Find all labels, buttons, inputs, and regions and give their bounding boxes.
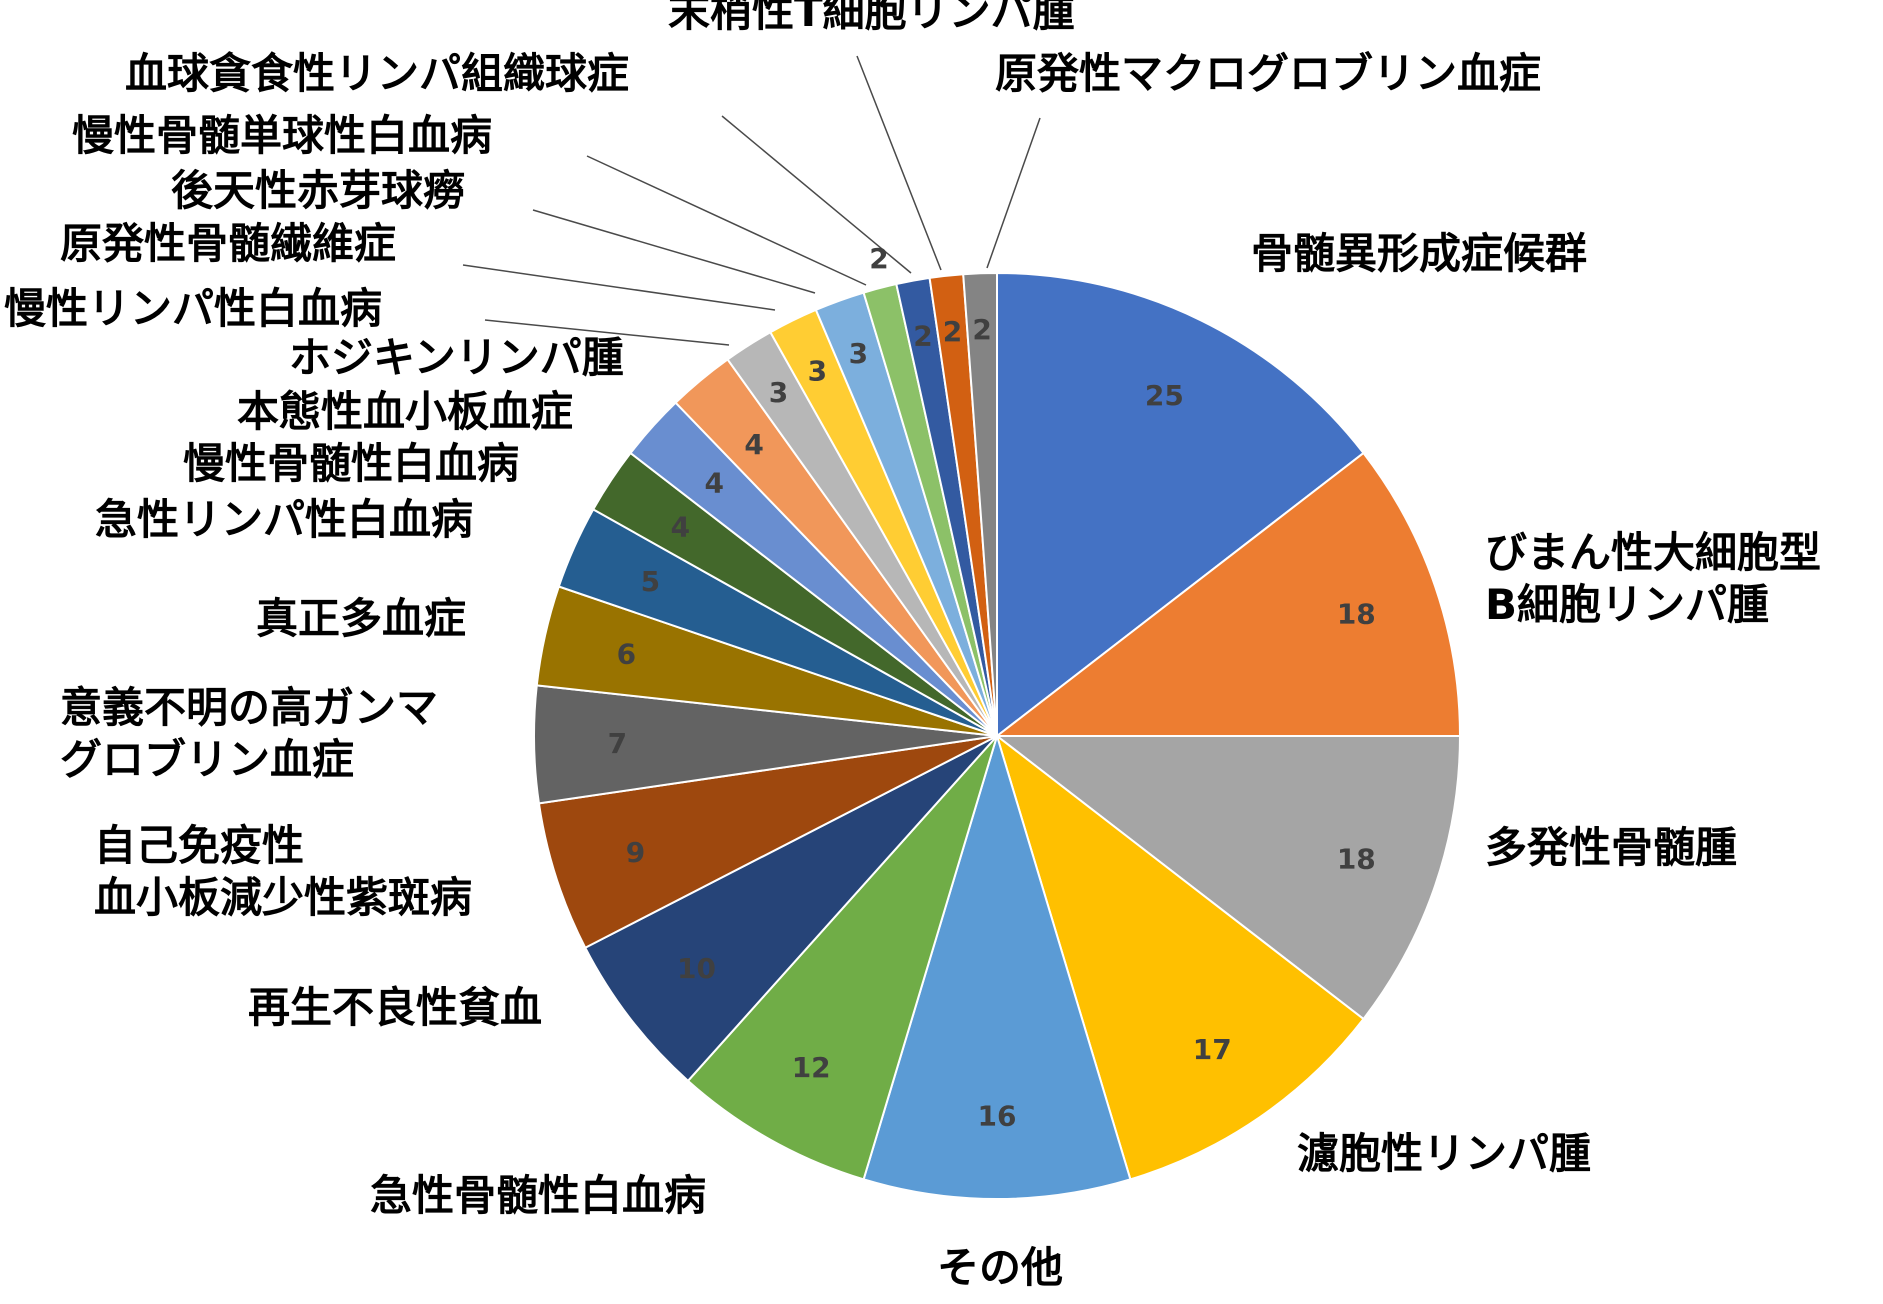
leader-line [586, 155, 867, 286]
leader-line [721, 115, 912, 274]
pie-slice [862, 732, 1132, 1201]
slice-value-label: 3 [769, 376, 788, 409]
pie-slice [995, 733, 1365, 1181]
slice-value-label: 2 [943, 315, 962, 348]
slice-value-label: 5 [641, 565, 660, 598]
slice-category-label: 本態性血小板血症 [237, 387, 573, 436]
slice-value-label: 3 [849, 337, 868, 370]
slice-category-label: 多発性骨髄腫 [1485, 823, 1737, 872]
slice-category-label: 後天性赤芽球癆 [171, 166, 465, 215]
pie-slice [994, 735, 1462, 1021]
slice-value-label: 16 [978, 1100, 1017, 1133]
pie-slice [583, 735, 998, 1083]
slice-value-label: 4 [744, 428, 763, 461]
pie-slice [686, 735, 998, 1181]
slice-value-label: 4 [671, 511, 690, 544]
slice-value-label: 6 [617, 637, 636, 670]
pie-slice [996, 271, 1365, 739]
leader-line [856, 55, 942, 271]
slice-category-label: 血球貪食性リンパ組織球症 [125, 49, 629, 98]
slice-value-label: 18 [1337, 597, 1376, 630]
pie-slice [537, 735, 998, 950]
slice-category-label: ホジキンリンパ腫 [289, 333, 624, 382]
slice-category-label: 真正多血症 [256, 594, 466, 643]
slice-value-label: 17 [1193, 1033, 1232, 1066]
slice-category-label: 末梢性T細胞リンパ腫 [668, 0, 1075, 36]
slice-category-label: 原発性骨髄繊維症 [60, 219, 396, 268]
slice-category-label: 慢性骨髄性白血病 [183, 439, 519, 488]
slice-value-label: 2 [972, 313, 991, 346]
slice-category-label: 急性骨髄性白血病 [370, 1171, 706, 1220]
leader-line [986, 117, 1041, 269]
slice-value-label: 12 [792, 1051, 831, 1084]
leader-lines [462, 55, 1041, 346]
slice-category-label: 意義不明の高ガンマグロブリン血症 [60, 683, 438, 784]
leader-line [484, 319, 730, 346]
slice-category-label: びまん性大細胞型 B細胞リンパ腫 [1485, 528, 1821, 629]
slice-category-label: 再生不良性貧血 [248, 983, 542, 1032]
slice-value-label: 2 [869, 242, 888, 275]
slice-category-label: 慢性リンパ性白血病 [4, 284, 382, 333]
leader-line [462, 264, 776, 311]
pie-slices [533, 271, 1462, 1201]
slice-value-label: 9 [626, 836, 645, 869]
slice-value-label: 4 [704, 467, 723, 500]
slice-value-label: 10 [677, 952, 716, 985]
slice-category-label: 原発性マクログロブリン血症 [995, 49, 1541, 98]
pie-slice [962, 271, 998, 737]
slice-category-label: その他 [937, 1243, 1063, 1292]
slice-category-label: 濾胞性リンパ腫 [1297, 1129, 1591, 1178]
slice-value-label: 18 [1337, 843, 1376, 876]
slice-value-label: 3 [808, 354, 827, 387]
slice-value-label: 7 [608, 727, 627, 760]
leader-line [532, 209, 816, 294]
slice-value-label: 2 [913, 319, 932, 352]
slice-category-label: 骨髄異形成症候群 [1251, 229, 1587, 278]
slice-category-label: 自己免疫性血小板減少性紫斑病 [94, 821, 472, 922]
slice-category-label: 急性リンパ性白血病 [95, 495, 473, 544]
pie-slice [994, 451, 1462, 737]
slice-category-label: 慢性骨髄単球性白血病 [72, 111, 492, 160]
slice-value-label: 25 [1145, 379, 1184, 412]
